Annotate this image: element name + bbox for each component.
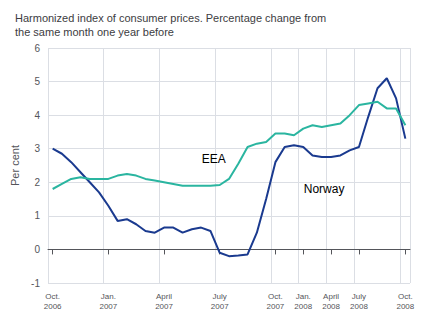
svg-text:Jan.: Jan. [296,292,311,301]
svg-text:Oct.: Oct. [398,292,413,301]
svg-text:5: 5 [34,76,40,87]
svg-text:2006: 2006 [44,302,62,311]
svg-text:0: 0 [34,244,40,255]
svg-text:Harmonized index of consumer p: Harmonized index of consumer prices. Per… [15,12,326,24]
svg-text:4: 4 [34,110,40,121]
svg-text:April: April [323,292,339,301]
svg-text:Oct.: Oct. [268,292,283,301]
svg-text:2007: 2007 [211,302,229,311]
svg-text:2007: 2007 [267,302,285,311]
svg-text:2008: 2008 [322,302,340,311]
svg-text:Per cent: Per cent [9,145,21,186]
svg-text:2008: 2008 [294,302,312,311]
svg-text:EEA: EEA [202,152,226,166]
svg-text:3: 3 [34,143,40,154]
svg-text:July: July [213,292,227,301]
svg-text:2008: 2008 [350,302,368,311]
svg-text:July: July [352,292,366,301]
svg-text:Jan.: Jan. [101,292,116,301]
svg-text:Oct.: Oct. [45,292,60,301]
svg-text:6: 6 [34,43,40,54]
svg-text:-1: -1 [31,278,40,289]
svg-text:2008: 2008 [396,302,414,311]
svg-text:April: April [156,292,172,301]
svg-text:2007: 2007 [99,302,117,311]
svg-text:2007: 2007 [155,302,173,311]
svg-text:1: 1 [34,210,40,221]
svg-text:the same month one year before: the same month one year before [15,26,174,38]
svg-text:Norway: Norway [304,182,345,196]
svg-text:2: 2 [34,177,40,188]
